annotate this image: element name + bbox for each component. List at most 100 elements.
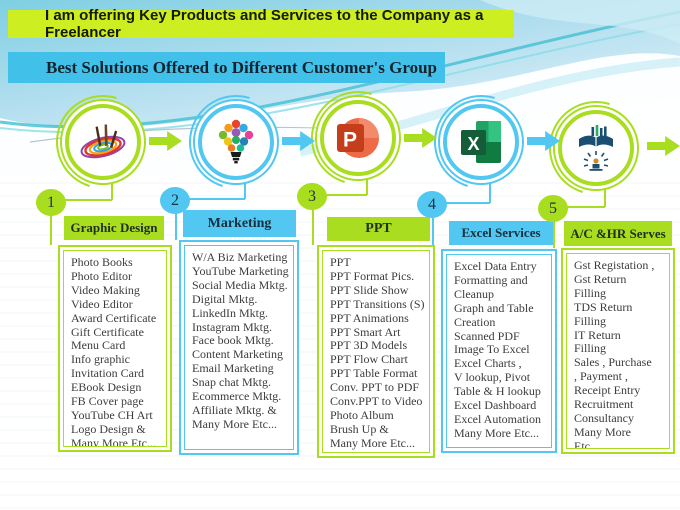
connector-line — [432, 202, 490, 204]
column-header-ppt: PPT — [327, 217, 430, 241]
column-title: Graphic Design — [70, 220, 158, 235]
service-item: PPT 3D Models — [330, 338, 408, 353]
service-item: Ecommerce Mktg. — [192, 389, 282, 404]
connector-line — [175, 210, 177, 240]
service-item: Logo Design & — [71, 421, 146, 436]
service-list-items: W/A Biz Marketing YouTube Marketing Social… — [184, 245, 294, 450]
step-number: 1 — [47, 193, 55, 211]
service-item: Excel Data Entry — [454, 259, 537, 273]
step-circle-ppt: P — [315, 95, 401, 181]
service-item: Filling — [574, 285, 607, 300]
service-item: Consultancy — [574, 410, 634, 425]
service-item: Many More Etc... — [71, 435, 156, 447]
service-item: FB Cover page — [71, 394, 144, 409]
service-item: Gift Certificate — [71, 324, 144, 339]
step-number: 5 — [549, 199, 557, 217]
service-item: Video Making — [71, 282, 140, 297]
svg-text:X: X — [467, 134, 479, 154]
step-circle-accounting-hr — [553, 105, 639, 191]
service-item: PPT Animations — [330, 310, 409, 325]
connector-line — [366, 179, 368, 195]
service-item: Gst Return — [574, 271, 627, 286]
connector-line — [432, 214, 434, 249]
connector-line — [244, 183, 246, 199]
step-number-badge: 1 — [36, 189, 66, 216]
service-item: , Payment , — [574, 369, 628, 384]
step-circle-excel: X — [438, 99, 524, 185]
service-item: Recruitment — [574, 397, 634, 412]
service-item: PPT Transitions (S) — [330, 296, 425, 311]
title-banner: I am offering Key Products and Services … — [8, 7, 514, 41]
step-circle-graphic-design — [60, 99, 146, 185]
service-list-items: Gst Registation , Gst Return Filling TDS Re… — [566, 253, 670, 449]
step-circle-marketing — [193, 99, 279, 185]
connector-line — [111, 183, 113, 200]
service-item: Cleanup — [454, 286, 494, 301]
service-item: Info graphic — [71, 352, 130, 367]
step-number-badge: 5 — [538, 195, 568, 222]
service-item: Photo Album — [330, 407, 394, 422]
service-item: PPT — [330, 255, 351, 269]
connector-line — [175, 198, 245, 200]
connector-line — [489, 183, 491, 203]
service-list-ppt: PPT PPT Format Pics. PPT Slide Show PPT Tra… — [317, 245, 435, 458]
service-item: Table & H lookup — [454, 384, 541, 399]
column-header-excel-services: Excel Services — [449, 221, 553, 245]
service-item: Filling — [574, 313, 607, 328]
service-list-ac-hr-serves: Gst Registation , Gst Return Filling TDS Re… — [561, 248, 675, 454]
service-item: Instagram Mktg. — [192, 319, 272, 334]
step-number: 2 — [171, 191, 179, 209]
service-item: Conv.PPT to Video — [330, 394, 423, 409]
service-item: Excel Dashboard — [454, 398, 537, 413]
service-item: Formatting and — [454, 272, 528, 287]
column-title: Excel Services — [461, 225, 541, 240]
powerpoint-icon: P — [337, 118, 379, 158]
service-item: PPT Format Pics. — [330, 268, 415, 283]
service-item: Receipt Entry — [574, 383, 641, 398]
service-item: Creation — [454, 314, 496, 329]
accounting-hr-icon — [579, 125, 613, 171]
connector-line — [312, 206, 314, 245]
connector-line — [50, 212, 52, 245]
service-item: YouTube CH Art — [71, 407, 153, 422]
service-item: Etc... — [574, 438, 599, 449]
service-item: Affiliate Mktg. & — [192, 402, 277, 417]
subtitle-text: Best Solutions Offered to Different Cust… — [46, 57, 437, 77]
service-item: Scanned PDF — [454, 328, 520, 343]
service-item: Digital Mktg. — [192, 291, 258, 306]
service-item: Filling — [574, 341, 607, 356]
column-header-ac-hr-serves: A/C &HR Serves — [564, 221, 672, 246]
service-item: Face book Mktg. — [192, 333, 274, 348]
service-item: PPT Slide Show — [330, 282, 409, 297]
service-item: PPT Flow Chart — [330, 352, 408, 367]
service-item: EBook Design — [71, 380, 142, 395]
service-list-items: PPT PPT Format Pics. PPT Slide Show PPT Tra… — [322, 250, 430, 453]
step-number: 4 — [428, 195, 436, 213]
service-item: Video Editor — [71, 296, 133, 311]
paint-swirl-icon — [80, 124, 126, 159]
column-header-marketing: Marketing — [183, 210, 296, 237]
connector-line — [50, 199, 112, 201]
social-bulb-icon — [218, 119, 254, 164]
service-item: Image To Excel — [454, 342, 530, 357]
title-text: I am offering Key Products and Services … — [45, 7, 484, 41]
connector-line — [553, 206, 605, 208]
service-list-items: Photo Books Photo Editor Video Making Video… — [63, 250, 167, 447]
subtitle-banner: Best Solutions Offered to Different Cust… — [8, 52, 445, 83]
service-item: Conv. PPT to PDF — [330, 380, 420, 395]
svg-text:P: P — [343, 129, 357, 152]
service-list-graphic-design: Photo Books Photo Editor Video Making Video… — [58, 245, 172, 452]
service-item: Many More Etc... — [454, 425, 539, 440]
service-item: Many More Etc... — [192, 416, 277, 431]
service-item: TDS Return — [574, 299, 633, 314]
service-item: Brush Up & — [330, 421, 389, 436]
service-list-excel-services: Excel Data Entry Formatting and Cleanup Gra… — [441, 249, 557, 453]
service-item: Email Marketing — [192, 361, 274, 376]
service-item: Many More — [574, 424, 631, 439]
service-item: Excel Automation — [454, 411, 541, 426]
connector-line — [553, 218, 555, 248]
service-item: Excel Charts , — [454, 356, 522, 371]
service-item: Graph and Table — [454, 300, 534, 315]
column-header-graphic-design: Graphic Design — [64, 216, 164, 240]
